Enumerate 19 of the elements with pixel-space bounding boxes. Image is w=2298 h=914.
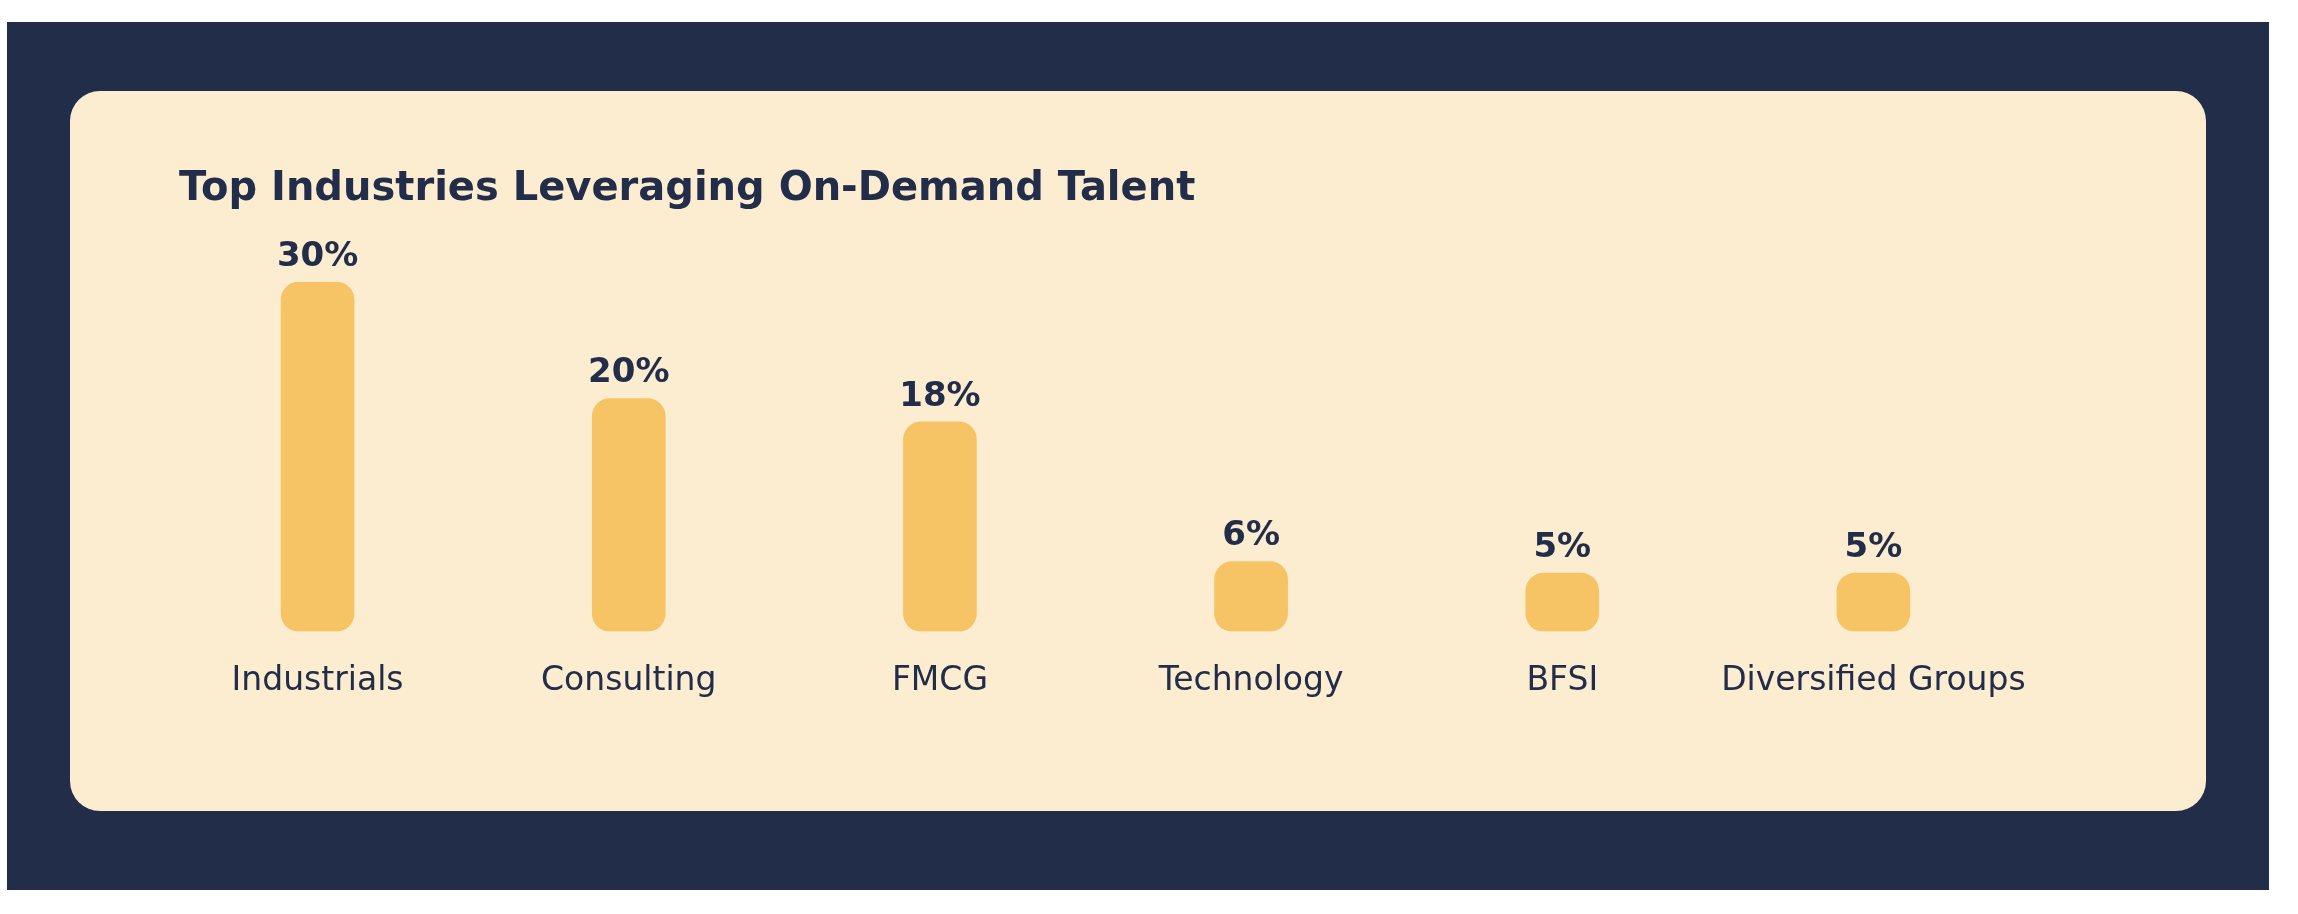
- bar: [903, 421, 977, 632]
- data-label: 5%: [1533, 524, 1592, 565]
- x-tick-label: FMCG: [891, 658, 988, 698]
- bar: [591, 398, 666, 632]
- x-tick-label: Industrials: [231, 658, 404, 698]
- bar: [1836, 572, 1911, 632]
- data-label: 20%: [588, 350, 670, 391]
- data-label: 5%: [1844, 524, 1903, 565]
- data-label: 18%: [899, 373, 981, 414]
- bar: [280, 282, 355, 632]
- x-tick-label: Consulting: [541, 658, 717, 698]
- data-label: 6%: [1222, 513, 1280, 554]
- data-label: 30%: [276, 233, 359, 274]
- x-tick-label: BFSI: [1526, 658, 1599, 698]
- bar: [1525, 572, 1600, 632]
- x-tick-label: Technology: [1157, 658, 1344, 698]
- x-tick-label: Diversified Groups: [1721, 658, 2026, 698]
- bar: [1214, 561, 1288, 632]
- chart-title: Top Industries Leveraging On-Demand Talent: [179, 163, 1196, 209]
